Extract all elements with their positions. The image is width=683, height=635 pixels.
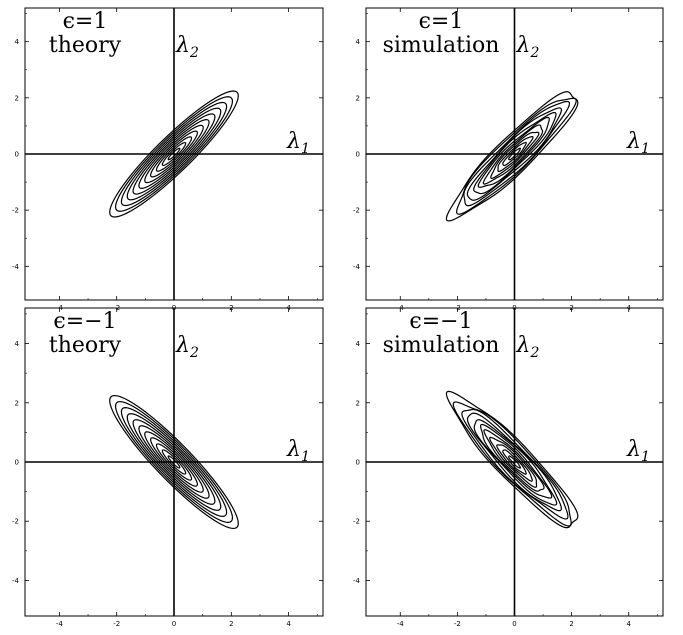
contour-line	[477, 116, 550, 188]
epsilon-label: ϵ=1	[419, 9, 464, 34]
contour-line	[109, 394, 239, 530]
lambda2-label: λ2	[175, 33, 199, 61]
contour-line	[473, 419, 558, 506]
lambda1-label: λ1	[286, 437, 310, 465]
y-tick-label: -2	[353, 518, 360, 526]
y-tick-label: -2	[12, 207, 19, 215]
contour-line	[132, 113, 216, 195]
contour-line	[155, 443, 193, 481]
x-tick-label: 0	[512, 620, 516, 628]
lambda2-label: λ2	[516, 333, 540, 361]
contour-line	[473, 111, 557, 195]
contour-line	[452, 401, 572, 527]
contour-line	[456, 97, 577, 215]
y-tick-label: -4	[12, 577, 20, 585]
x-tick-label: 0	[172, 620, 176, 628]
y-tick-label: 0	[356, 459, 360, 467]
contour-line	[132, 419, 216, 505]
y-tick-label: -4	[353, 577, 361, 585]
y-tick-label: 0	[356, 151, 360, 159]
y-tick-label: 4	[356, 38, 361, 46]
contour-group	[445, 91, 579, 222]
contour-line	[502, 449, 527, 475]
mode-label: simulation	[383, 333, 500, 358]
y-tick-label: -4	[12, 263, 20, 271]
lambda1-label: λ1	[626, 129, 650, 157]
contour-line	[489, 436, 538, 488]
lambda2-label: λ2	[516, 33, 540, 61]
lambda1-label: λ1	[626, 437, 650, 465]
contour-line	[138, 425, 210, 499]
contour-line	[480, 423, 553, 499]
contour-line	[150, 130, 198, 178]
epsilon-label: ϵ=1	[63, 9, 108, 34]
contour-group	[109, 394, 239, 530]
y-tick-label: 4	[15, 340, 20, 348]
contour-line	[463, 100, 571, 207]
contour-line	[155, 136, 193, 172]
contour-line	[502, 141, 527, 167]
lambda2-label: λ2	[175, 333, 199, 361]
x-tick-label: -2	[113, 620, 120, 628]
mode-label: theory	[49, 33, 122, 58]
epsilon-label: ϵ=−1	[53, 309, 116, 334]
y-tick-label: 4	[356, 340, 361, 348]
contour-line	[120, 101, 228, 207]
y-tick-label: 2	[15, 399, 19, 407]
contour-line	[144, 124, 204, 184]
contour-line	[445, 390, 579, 529]
y-tick-label: 4	[15, 38, 20, 46]
x-tick-label: -4	[56, 620, 64, 628]
contour-line	[150, 437, 198, 487]
contour-group	[109, 90, 239, 218]
x-tick-label: 2	[229, 620, 233, 628]
epsilon-label: ϵ=−1	[409, 309, 472, 334]
x-tick-label: 4	[286, 620, 291, 628]
contour-line	[161, 449, 187, 475]
x-tick-label: -4	[397, 620, 405, 628]
contour-line	[483, 429, 545, 492]
contour-group	[445, 390, 579, 529]
mode-label: theory	[49, 333, 122, 358]
x-tick-label: -2	[454, 620, 461, 628]
contour-line	[109, 90, 239, 218]
lambda1-label: λ1	[286, 129, 310, 157]
y-tick-label: 2	[356, 94, 360, 102]
contour-line	[167, 455, 181, 469]
contour-line	[120, 407, 228, 517]
mode-label: simulation	[383, 33, 500, 58]
contour-line	[482, 124, 544, 185]
y-tick-label: -4	[353, 263, 361, 271]
contour-line	[126, 413, 222, 511]
contour-line	[114, 401, 234, 523]
contour-line	[167, 147, 181, 161]
y-tick-label: -2	[12, 518, 19, 526]
contour-line	[144, 431, 204, 493]
contour-line	[461, 408, 569, 520]
contour-line	[490, 131, 540, 179]
contour-line	[114, 96, 234, 212]
y-tick-label: 0	[15, 459, 19, 467]
contour-line	[497, 135, 534, 173]
contour-line	[508, 147, 522, 161]
contour-line	[138, 119, 210, 189]
contour-line	[126, 107, 222, 201]
contour-line	[496, 444, 533, 482]
x-tick-label: 4	[626, 620, 631, 628]
y-tick-label: 2	[15, 94, 19, 102]
y-tick-label: 2	[356, 399, 360, 407]
contour-line	[445, 91, 579, 222]
contour-line	[508, 455, 522, 469]
contour-line	[161, 141, 187, 167]
x-tick-label: 2	[569, 620, 573, 628]
y-tick-label: 0	[15, 151, 19, 159]
y-tick-label: -2	[353, 207, 360, 215]
